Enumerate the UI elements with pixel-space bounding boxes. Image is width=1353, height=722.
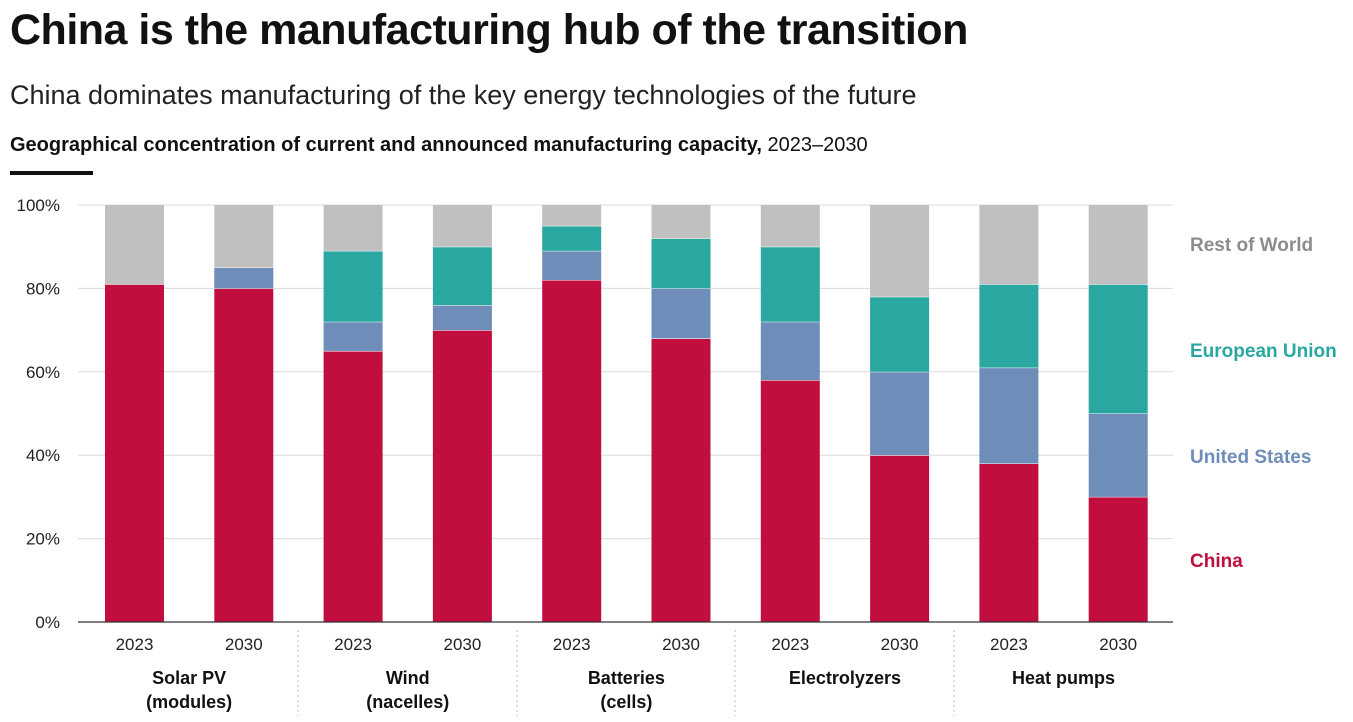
bar-segment-china [979, 463, 1039, 622]
y-tick-label: 0% [35, 613, 60, 632]
bar-segment-rest-of-world [651, 205, 711, 239]
bar-segment-rest-of-world [542, 205, 602, 226]
bar-segment-rest-of-world [870, 205, 930, 297]
y-tick-label: 100% [17, 196, 60, 215]
chart-heading: Geographical concentration of current an… [10, 134, 868, 157]
group-label: Wind [386, 668, 430, 688]
group-label: (modules) [146, 692, 232, 712]
x-tick-label: 2030 [881, 635, 919, 654]
group-label: (nacelles) [366, 692, 449, 712]
y-tick-label: 80% [26, 279, 60, 298]
bar-segment-china [214, 288, 274, 622]
chart-heading-years: 2023–2030 [767, 134, 868, 156]
bar-segment-china [105, 284, 164, 622]
bar-segment-china [542, 280, 602, 622]
bar-segment-european-union [542, 225, 602, 251]
chart-heading-text: Geographical concentration of current an… [10, 134, 762, 156]
bar-segment-united-states [432, 305, 492, 331]
x-tick-label: 2023 [116, 635, 154, 654]
group-label: Electrolyzers [789, 668, 901, 688]
bar-segment-united-states [979, 367, 1039, 464]
bar-segment-european-union [760, 246, 820, 322]
group-label: Heat pumps [1012, 668, 1115, 688]
bar-segment-rest-of-world [323, 205, 383, 251]
bar-segment-china [651, 338, 711, 622]
bar-segment-european-union [432, 246, 492, 306]
group-label: (cells) [600, 692, 652, 712]
legend-china: China [1190, 551, 1243, 572]
bar-segment-rest-of-world [214, 205, 274, 268]
bar-segment-china [323, 350, 383, 622]
bar-segment-united-states [651, 288, 711, 339]
bar-segment-china [432, 330, 492, 622]
legend-united-states: United States [1190, 447, 1311, 468]
x-tick-label: 2030 [225, 635, 263, 654]
bar-segment-china [1088, 496, 1148, 622]
bar-segment-european-union [979, 284, 1039, 368]
group-label: Solar PV [152, 668, 226, 688]
y-tick-label: 60% [26, 363, 60, 382]
bar-segment-united-states [870, 371, 930, 456]
x-tick-label: 2030 [443, 635, 481, 654]
x-tick-label: 2023 [334, 635, 372, 654]
x-tick-label: 2030 [662, 635, 700, 654]
x-tick-label: 2023 [990, 635, 1028, 654]
bar-segment-united-states [323, 321, 383, 351]
bar-segment-european-union [870, 296, 930, 372]
y-tick-label: 40% [26, 446, 60, 465]
bar-segment-rest-of-world [760, 205, 820, 247]
bar-segment-european-union [1088, 284, 1148, 414]
bar-segment-rest-of-world [979, 205, 1039, 285]
x-tick-label: 2023 [771, 635, 809, 654]
bar-segment-rest-of-world [432, 205, 492, 247]
bar-segment-united-states [760, 321, 820, 381]
bar-segment-united-states [1088, 413, 1148, 497]
bar-segment-rest-of-world [1088, 205, 1148, 285]
y-tick-label: 20% [26, 530, 60, 549]
bar-segment-european-union [651, 238, 711, 289]
group-label: Batteries [588, 668, 665, 688]
x-tick-label: 2030 [1099, 635, 1137, 654]
bar-segment-china [760, 380, 820, 622]
bar-segment-china [870, 455, 930, 622]
legend-european-union: European Union [1190, 341, 1337, 362]
x-tick-label: 2023 [553, 635, 591, 654]
bar-segment-united-states [214, 267, 274, 289]
legend-rest-of-world: Rest of World [1190, 235, 1313, 256]
bar-segment-european-union [323, 250, 383, 322]
chart-title: China is the manufacturing hub of the tr… [10, 6, 968, 54]
chart-subtitle: China dominates manufacturing of the key… [10, 80, 917, 110]
heading-rule [10, 171, 93, 175]
bar-segment-united-states [542, 250, 602, 281]
bar-segment-rest-of-world [105, 205, 164, 285]
